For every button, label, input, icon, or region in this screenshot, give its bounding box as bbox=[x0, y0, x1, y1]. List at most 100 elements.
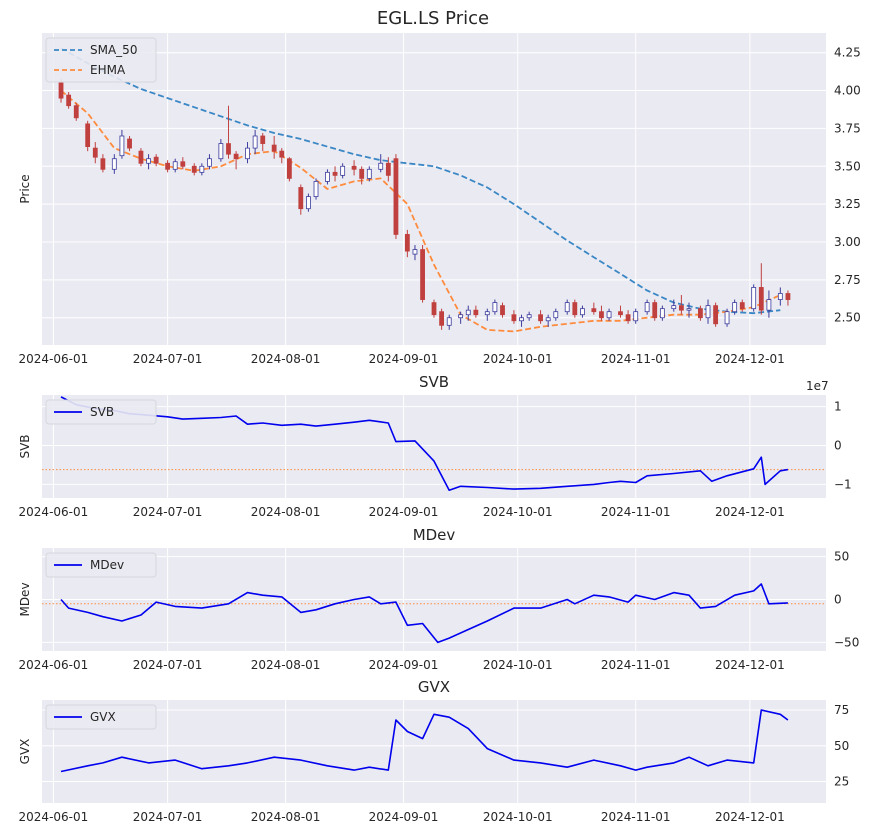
x-tick-label: 2024-09-01 bbox=[369, 352, 439, 366]
candle-body-up bbox=[313, 181, 319, 197]
candle-body-down bbox=[678, 305, 684, 311]
x-tick-label: 2024-06-01 bbox=[19, 505, 89, 519]
candle-body-down bbox=[332, 171, 338, 176]
x-tick-label: 2024-07-01 bbox=[133, 505, 203, 519]
candle-body-down bbox=[625, 314, 631, 322]
candle-body-up bbox=[199, 165, 205, 173]
candle-body-up bbox=[564, 302, 570, 313]
x-tick-label: 2024-10-01 bbox=[483, 505, 553, 519]
candle-body-down bbox=[85, 123, 91, 147]
y-axis-label: GVX bbox=[18, 739, 32, 765]
candle-body-up bbox=[252, 135, 258, 149]
candle-body-up bbox=[446, 317, 452, 326]
candle-body-down bbox=[739, 302, 745, 310]
candle-body-down bbox=[431, 302, 437, 316]
y-tick-label: 3.00 bbox=[834, 235, 861, 249]
candle-body-down bbox=[500, 305, 505, 316]
panel-svb: SVB −1 0 1 2024-06-01 2024-07-01 2024-08-01 202… bbox=[18, 373, 852, 519]
candle-body-up bbox=[366, 168, 372, 179]
candle-body-down bbox=[66, 94, 72, 107]
candle-body-down bbox=[271, 144, 277, 152]
x-tick-label: 2024-06-01 bbox=[19, 658, 89, 672]
plot-area bbox=[42, 395, 826, 498]
candle-body-up bbox=[245, 147, 250, 160]
y-tick-label: 3.75 bbox=[834, 121, 861, 135]
plot-area bbox=[42, 33, 826, 345]
candle-body-up bbox=[111, 158, 117, 170]
figure-title: EGL.LS Price bbox=[377, 8, 489, 29]
y-tick-label: 2.75 bbox=[834, 273, 861, 287]
candle-body-up bbox=[119, 135, 125, 157]
panel-title: SVB bbox=[419, 373, 449, 391]
x-tick-label: 2024-11-01 bbox=[601, 352, 671, 366]
legend-label: SVB bbox=[90, 405, 114, 419]
candle-body-down bbox=[359, 168, 365, 179]
x-tick-label: 2024-11-01 bbox=[601, 658, 671, 672]
candle-body-up bbox=[218, 143, 224, 160]
series-line-gvx bbox=[60, 709, 789, 773]
y-axis-label: SVB bbox=[18, 434, 32, 458]
candle-body-down bbox=[785, 293, 791, 300]
legend: GVX bbox=[45, 704, 157, 730]
candle-body-down bbox=[92, 147, 98, 158]
candle-body-up bbox=[633, 311, 639, 322]
candle-body-down bbox=[127, 138, 132, 149]
x-tick-label: 2024-08-01 bbox=[251, 505, 321, 519]
candle-body-up bbox=[766, 299, 772, 311]
candle-body-down bbox=[153, 156, 159, 164]
candle-body-down bbox=[191, 165, 197, 173]
candle-body-down bbox=[226, 143, 231, 155]
legend: SVB bbox=[45, 399, 157, 425]
candle-body-up bbox=[777, 293, 783, 300]
y-tick-label: 0 bbox=[834, 439, 842, 453]
x-tick-label: 2024-08-01 bbox=[251, 810, 321, 824]
candle-body-up bbox=[659, 308, 665, 319]
axis-offset-label: 1e7 bbox=[806, 379, 829, 393]
legend: SMA_50 EHMA bbox=[45, 37, 157, 83]
x-tick-label: 2024-12-01 bbox=[715, 810, 785, 824]
y-tick-label: 2.50 bbox=[834, 311, 861, 325]
candle-body-down bbox=[180, 161, 186, 167]
y-tick-label: 0 bbox=[834, 593, 842, 607]
candle-body-down bbox=[572, 302, 578, 316]
candle-body-up bbox=[340, 165, 346, 176]
x-tick-label: 2024-09-01 bbox=[369, 810, 439, 824]
legend-box bbox=[45, 37, 157, 83]
candle-body-up bbox=[606, 311, 612, 319]
candle-body-up bbox=[732, 302, 738, 313]
x-tick-label: 2024-12-01 bbox=[715, 658, 785, 672]
candle-body-up bbox=[492, 302, 498, 313]
x-tick-label: 2024-10-01 bbox=[483, 810, 553, 824]
legend-label: GVX bbox=[90, 710, 116, 724]
x-tick-label: 2024-10-01 bbox=[483, 352, 553, 366]
candle-body-up bbox=[412, 249, 418, 255]
legend: MDev bbox=[45, 552, 157, 578]
x-tick-label: 2024-08-01 bbox=[251, 658, 321, 672]
candle-body-down bbox=[758, 287, 764, 311]
candle-body-down bbox=[713, 305, 719, 325]
series-line-sma-50 bbox=[60, 47, 781, 315]
y-tick-label: 3.50 bbox=[834, 159, 861, 173]
x-tick-label: 2024-11-01 bbox=[601, 505, 671, 519]
panel-title: GVX bbox=[418, 678, 450, 696]
candle-body-down bbox=[73, 105, 79, 119]
x-tick-label: 2024-06-01 bbox=[19, 810, 89, 824]
candle-body-down bbox=[511, 314, 517, 322]
candle-body-up bbox=[172, 161, 178, 170]
panel-title: MDev bbox=[413, 526, 456, 544]
candle-body-down bbox=[618, 311, 623, 316]
y-axis-label: Price bbox=[18, 174, 32, 203]
candle-body-up bbox=[526, 314, 532, 319]
candle-body-down bbox=[473, 309, 479, 316]
candle-body-up bbox=[484, 311, 490, 316]
chart-panels: 2.50 2.75 3.00 3.25 3.50 3.75 4.00 4.25 2024-06-… bbox=[18, 33, 861, 824]
x-tick-label: 2024-07-01 bbox=[133, 658, 203, 672]
x-tick-label: 2024-11-01 bbox=[601, 810, 671, 824]
panel-mdev: MDev −50 0 50 2024-06-01 2024-07-01 2024-08-01… bbox=[18, 526, 859, 672]
x-tick-label: 2024-07-01 bbox=[133, 810, 203, 824]
x-tick-label: 2024-07-01 bbox=[133, 352, 203, 366]
candle-body-down bbox=[599, 311, 604, 319]
series-line-mdev bbox=[60, 583, 788, 644]
x-tick-label: 2024-12-01 bbox=[715, 352, 785, 366]
candle-body-down bbox=[286, 158, 292, 179]
